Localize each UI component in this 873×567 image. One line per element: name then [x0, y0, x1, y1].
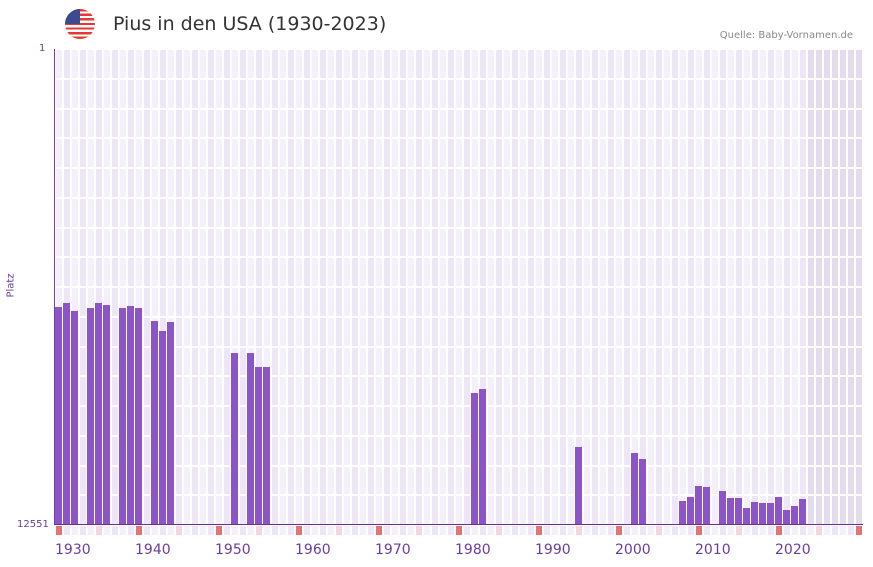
bar-2016 — [743, 507, 750, 525]
bar-1936 — [103, 304, 110, 525]
bar-1982 — [471, 392, 478, 525]
bar-1931 — [63, 302, 70, 525]
bar-1943 — [159, 330, 166, 525]
bar-2014 — [727, 498, 734, 525]
y-axis-title: Platz — [5, 273, 17, 298]
chart-title: Pius in den USA (1930-2023) — [113, 13, 387, 35]
x-tick-1930: 1930 — [55, 542, 91, 558]
bar-1938 — [119, 307, 126, 525]
bar-2008 — [679, 501, 686, 525]
y-axis-top-label: 1 — [39, 43, 46, 54]
bar-1932 — [71, 310, 78, 525]
y-axis-line — [54, 49, 55, 525]
bar-1956 — [263, 366, 270, 525]
x-tick-2020: 2020 — [775, 542, 811, 558]
bar-2019 — [767, 502, 774, 525]
bar-1940 — [135, 307, 142, 525]
bar-1995 — [575, 446, 582, 525]
us-flag-icon — [65, 9, 95, 39]
bar-1983 — [479, 388, 486, 525]
bar-2009 — [687, 496, 694, 525]
bar-1939 — [127, 305, 134, 525]
source-label: Quelle: Baby-Vornamen.de — [719, 30, 853, 41]
bar-1930 — [55, 306, 62, 525]
bar-1942 — [151, 320, 158, 525]
bar-2023 — [799, 498, 806, 525]
bar-1955 — [255, 366, 262, 525]
bar-2002 — [631, 452, 638, 525]
x-tick-1940: 1940 — [135, 542, 171, 558]
bar-2017 — [751, 501, 758, 525]
bar-2022 — [791, 505, 798, 525]
bar-2018 — [759, 502, 766, 525]
x-tick-2000: 2000 — [615, 542, 651, 558]
bar-2010 — [695, 485, 702, 525]
bar-2020 — [775, 496, 782, 525]
bar-1935 — [95, 302, 102, 525]
y-axis-bottom-label: 12551 — [17, 519, 49, 530]
bar-2011 — [703, 487, 710, 525]
bar-2013 — [719, 490, 726, 525]
bar-1952 — [231, 352, 238, 525]
x-tick-1950: 1950 — [215, 542, 251, 558]
bar-1934 — [87, 307, 94, 525]
x-tick-2010: 2010 — [695, 542, 731, 558]
x-axis-line — [55, 524, 863, 525]
x-tick-1970: 1970 — [375, 542, 411, 558]
plot-area — [55, 49, 863, 525]
bar-1954 — [247, 352, 254, 525]
x-tick-1990: 1990 — [535, 542, 571, 558]
bar-2015 — [735, 498, 742, 525]
bar-2003 — [639, 458, 646, 525]
bar-1944 — [167, 321, 174, 525]
x-tick-1960: 1960 — [295, 542, 331, 558]
bar-2021 — [783, 509, 790, 525]
x-tick-1980: 1980 — [455, 542, 491, 558]
